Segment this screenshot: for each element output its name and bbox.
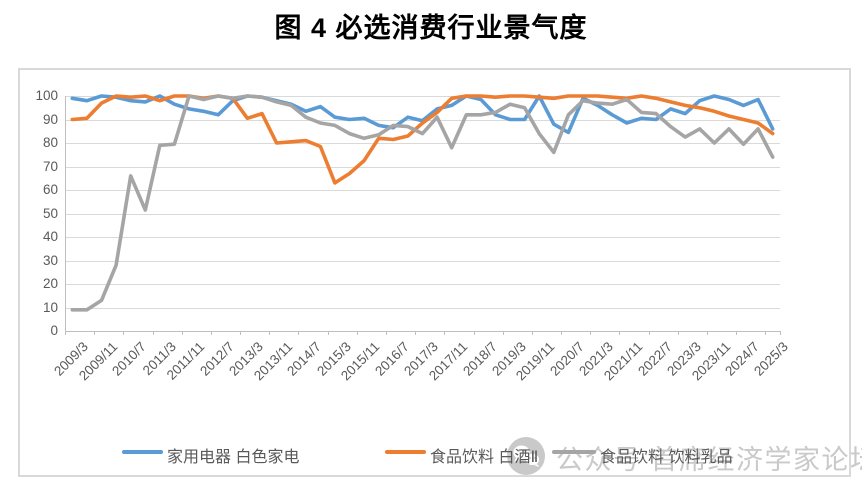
x-tick-mark [619, 331, 621, 335]
chart-frame [18, 68, 851, 477]
x-tick-mark [561, 331, 563, 335]
x-tick-mark [531, 331, 533, 335]
gridline-y-10 [65, 307, 780, 309]
x-tick-mark [648, 331, 650, 335]
y-axis-label-0: 0 [50, 323, 58, 338]
x-tick-mark [444, 331, 446, 335]
y-axis-label-10: 10 [42, 299, 58, 315]
gridline-y-100 [65, 96, 780, 97]
y-axis-label-70: 70 [42, 158, 58, 174]
series-line-0 [70, 94, 775, 135]
legend-label: 食品饮料 饮料乳品 [600, 449, 733, 466]
x-tick-mark [94, 331, 96, 335]
gridline-y-40 [65, 237, 780, 238]
x-tick-mark [123, 331, 125, 335]
x-tick-mark [736, 331, 738, 335]
x-tick-mark [65, 331, 66, 335]
legend-label: 家用电器 白色家电 [167, 449, 300, 466]
legend-marker-icon [552, 450, 596, 454]
legend-marker-icon [122, 450, 163, 454]
legend-marker-icon [385, 450, 426, 454]
y-axis-label-90: 90 [42, 111, 58, 127]
y-axis-label-20: 20 [42, 276, 58, 291]
gridline-y-30 [65, 260, 780, 262]
wechat-icon [507, 437, 545, 475]
watermark-text: 公众号 首席经济学家论坛 [556, 445, 862, 475]
x-tick-mark [181, 331, 183, 335]
gridline-y-50 [65, 213, 780, 215]
x-tick-mark [240, 331, 242, 335]
legend-label: 食品饮料 白酒Ⅱ [430, 449, 539, 466]
x-axis-line [65, 331, 780, 332]
y-axis-label-100: 100 [35, 88, 58, 103]
gridline-y-20 [65, 284, 780, 285]
x-tick-mark [780, 331, 781, 335]
gridline-y-70 [65, 166, 780, 168]
x-tick-mark [590, 331, 592, 335]
y-axis-label-60: 60 [42, 182, 58, 197]
x-tick-mark [356, 331, 358, 335]
x-tick-mark [473, 331, 475, 335]
gridline-y-60 [65, 190, 780, 191]
x-tick-mark [298, 331, 300, 335]
y-axis-label-30: 30 [42, 252, 58, 268]
x-tick-mark [415, 331, 417, 335]
x-tick-mark [152, 331, 154, 335]
series-line-2 [70, 94, 775, 312]
chart-title: 图 4 必选消费行业景气度 [274, 13, 588, 43]
x-tick-mark [386, 331, 388, 335]
x-tick-mark [765, 331, 767, 335]
y-axis-label-80: 80 [42, 135, 58, 150]
y-axis-line [65, 96, 66, 331]
plot-area [70, 94, 775, 312]
x-tick-mark [707, 331, 709, 335]
x-tick-mark [210, 331, 212, 335]
x-tick-mark [502, 331, 504, 335]
gridline-y-80 [65, 143, 780, 144]
x-tick-mark [269, 331, 271, 335]
x-tick-mark [677, 331, 679, 335]
y-axis-label-40: 40 [42, 229, 58, 244]
x-tick-mark [327, 331, 329, 335]
y-axis-label-50: 50 [42, 205, 58, 221]
